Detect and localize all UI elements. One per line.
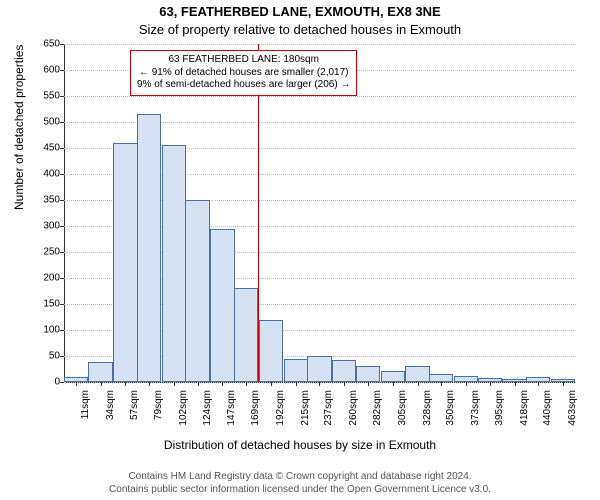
histogram-bar [234, 288, 258, 382]
y-tick-label: 600 [32, 65, 60, 76]
chart-title-line2: Size of property relative to detached ho… [0, 22, 600, 37]
histogram-bar [162, 145, 186, 382]
x-tick-mark [296, 382, 297, 386]
callout-box: 63 FEATHERBED LANE: 180sqm← 91% of detac… [130, 50, 357, 96]
y-tick-label: 50 [32, 351, 60, 362]
chart-title-line1: 63, FEATHERBED LANE, EXMOUTH, EX8 3NE [0, 4, 600, 19]
y-tick-label: 350 [32, 195, 60, 206]
y-tick-mark [60, 200, 64, 201]
x-tick-label: 11sqm [80, 390, 91, 434]
x-tick-label: 79sqm [153, 390, 164, 434]
x-tick-label: 418sqm [519, 390, 530, 434]
x-tick-mark [174, 382, 175, 386]
x-tick-mark [515, 382, 516, 386]
x-tick-mark [125, 382, 126, 386]
y-tick-mark [60, 356, 64, 357]
y-tick-label: 500 [32, 117, 60, 128]
y-tick-mark [60, 70, 64, 71]
y-tick-mark [60, 252, 64, 253]
histogram-bar [405, 366, 429, 382]
y-tick-label: 450 [32, 143, 60, 154]
x-tick-label: 282sqm [372, 390, 383, 434]
gridline [64, 96, 576, 97]
x-tick-label: 373sqm [470, 390, 481, 434]
x-tick-label: 350sqm [445, 390, 456, 434]
x-tick-mark [418, 382, 419, 386]
x-axis-label: Distribution of detached houses by size … [0, 438, 600, 452]
histogram-bar [307, 356, 331, 382]
y-tick-mark [60, 382, 64, 383]
x-tick-mark [538, 382, 539, 386]
x-tick-label: 328sqm [422, 390, 433, 434]
histogram-bar [185, 200, 209, 382]
footer-line2: Contains public sector information licen… [0, 483, 600, 496]
x-tick-label: 147sqm [226, 390, 237, 434]
x-tick-label: 34sqm [105, 390, 116, 434]
histogram-bar [210, 229, 234, 382]
x-tick-label: 215sqm [300, 390, 311, 434]
y-tick-mark [60, 304, 64, 305]
x-tick-mark [368, 382, 369, 386]
x-tick-mark [344, 382, 345, 386]
x-tick-label: 169sqm [250, 390, 261, 434]
histogram-bar [113, 143, 137, 382]
callout-line2: ← 91% of detached houses are smaller (2,… [137, 67, 350, 80]
y-tick-mark [60, 330, 64, 331]
y-tick-mark [60, 148, 64, 149]
histogram-bar [284, 359, 308, 382]
y-tick-mark [60, 226, 64, 227]
histogram-bar [137, 114, 161, 382]
x-tick-label: 124sqm [202, 390, 213, 434]
x-tick-label: 440sqm [542, 390, 553, 434]
x-tick-mark [198, 382, 199, 386]
callout-line3: 9% of semi-detached houses are larger (2… [137, 79, 350, 92]
histogram-bar [429, 374, 453, 382]
y-tick-label: 400 [32, 169, 60, 180]
x-tick-mark [441, 382, 442, 386]
histogram-bar [88, 362, 112, 382]
y-tick-mark [60, 44, 64, 45]
y-axis-label: Number of detached properties [12, 45, 26, 210]
footer-attribution: Contains HM Land Registry data © Crown c… [0, 470, 600, 496]
x-tick-label: 102sqm [178, 390, 189, 434]
x-tick-mark [222, 382, 223, 386]
x-tick-label: 237sqm [323, 390, 334, 434]
y-tick-label: 100 [32, 325, 60, 336]
y-tick-mark [60, 96, 64, 97]
x-tick-mark [490, 382, 491, 386]
y-tick-mark [60, 122, 64, 123]
y-tick-label: 550 [32, 91, 60, 102]
x-tick-label: 260sqm [348, 390, 359, 434]
x-tick-mark [319, 382, 320, 386]
x-tick-mark [246, 382, 247, 386]
x-tick-label: 305sqm [397, 390, 408, 434]
x-tick-mark [271, 382, 272, 386]
x-tick-mark [563, 382, 564, 386]
x-tick-mark [393, 382, 394, 386]
x-tick-mark [466, 382, 467, 386]
y-tick-label: 300 [32, 221, 60, 232]
x-tick-mark [149, 382, 150, 386]
histogram-bar [259, 320, 283, 382]
x-tick-mark [101, 382, 102, 386]
histogram-bar [356, 366, 380, 382]
y-tick-label: 250 [32, 247, 60, 258]
gridline [64, 44, 576, 45]
x-tick-label: 57sqm [129, 390, 140, 434]
histogram-bar [381, 371, 405, 382]
y-tick-label: 150 [32, 299, 60, 310]
y-tick-label: 650 [32, 39, 60, 50]
y-tick-label: 200 [32, 273, 60, 284]
callout-line1: 63 FEATHERBED LANE: 180sqm [137, 54, 350, 67]
x-tick-mark [76, 382, 77, 386]
x-tick-label: 463sqm [567, 390, 578, 434]
y-tick-mark [60, 278, 64, 279]
y-tick-label: 0 [32, 377, 60, 388]
histogram-bar [332, 360, 356, 382]
x-tick-label: 395sqm [494, 390, 505, 434]
footer-line1: Contains HM Land Registry data © Crown c… [0, 470, 600, 483]
x-tick-label: 192sqm [275, 390, 286, 434]
y-tick-mark [60, 174, 64, 175]
